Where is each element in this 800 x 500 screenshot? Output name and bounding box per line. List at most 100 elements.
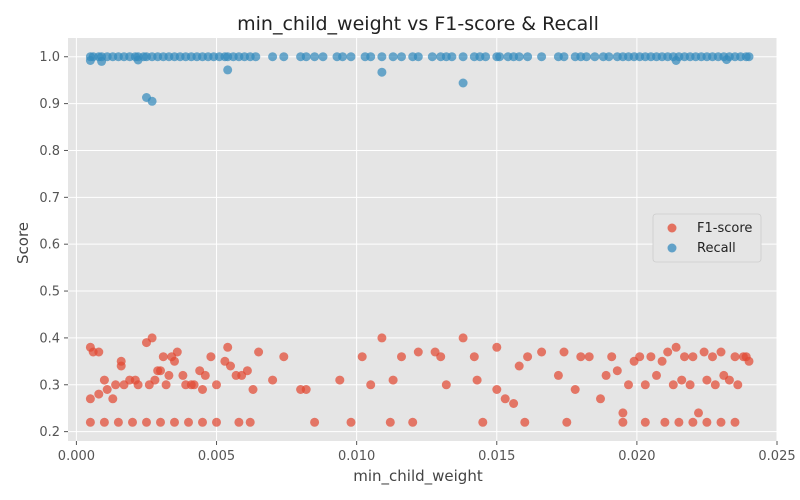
point-recall xyxy=(388,52,398,62)
point-f1-score xyxy=(158,352,168,362)
point-f1-score xyxy=(472,375,482,385)
point-f1-score xyxy=(668,380,678,390)
point-f1-score xyxy=(492,385,502,394)
point-f1-score xyxy=(254,347,264,357)
point-recall xyxy=(514,52,524,62)
point-f1-score xyxy=(268,375,278,385)
point-recall xyxy=(133,55,143,65)
point-f1-score xyxy=(116,356,126,366)
point-f1-score xyxy=(242,366,252,376)
point-f1-score xyxy=(388,375,398,385)
point-f1-score xyxy=(161,380,171,390)
point-recall xyxy=(722,55,732,65)
point-recall xyxy=(413,52,423,62)
legend-label-recall: Recall xyxy=(697,241,736,256)
point-recall xyxy=(581,52,591,62)
point-f1-score xyxy=(730,417,740,427)
x-tick-label: 0.010 xyxy=(338,449,375,464)
point-recall xyxy=(279,52,289,62)
grid-lines xyxy=(68,38,778,441)
point-f1-score xyxy=(99,375,109,385)
point-f1-score xyxy=(377,333,387,343)
point-recall xyxy=(251,52,261,62)
point-recall xyxy=(559,52,569,62)
point-f1-score xyxy=(226,361,235,371)
point-f1-score xyxy=(189,380,199,390)
point-f1-score xyxy=(156,366,165,376)
point-recall xyxy=(537,52,547,62)
x-tick-label: 0.005 xyxy=(198,449,235,464)
y-tick-label: 1.0 xyxy=(39,50,60,65)
point-f1-score xyxy=(94,347,104,357)
point-recall xyxy=(301,52,311,62)
point-f1-score xyxy=(385,417,395,427)
point-f1-score xyxy=(436,352,446,362)
point-f1-score xyxy=(198,385,207,394)
x-tick-label: 0.020 xyxy=(618,449,655,464)
point-f1-score xyxy=(397,352,406,362)
point-f1-score xyxy=(133,380,143,390)
point-f1-score xyxy=(685,380,695,390)
point-f1-score xyxy=(85,417,95,427)
point-f1-score xyxy=(635,352,645,362)
point-f1-score xyxy=(301,385,311,394)
x-axis-ticks: 0.000 0.005 0.010 0.015 0.020 0.025 xyxy=(58,441,796,464)
point-recall xyxy=(85,56,95,65)
point-f1-score xyxy=(366,380,376,390)
point-f1-score xyxy=(646,352,656,362)
point-recall xyxy=(447,52,457,62)
series-recall xyxy=(85,52,754,106)
point-f1-score xyxy=(618,417,628,427)
point-f1-score xyxy=(640,417,650,427)
point-f1-score xyxy=(200,370,210,380)
point-recall xyxy=(377,52,387,62)
point-f1-score xyxy=(245,417,255,427)
point-recall xyxy=(397,52,406,62)
point-f1-score xyxy=(702,375,712,385)
point-f1-score xyxy=(537,347,547,357)
y-tick-label: 0.3 xyxy=(39,378,60,393)
x-tick-label: 0.000 xyxy=(58,449,95,464)
point-f1-score xyxy=(212,417,221,427)
point-f1-score xyxy=(733,380,743,390)
point-f1-score xyxy=(335,375,345,385)
point-f1-score xyxy=(357,352,367,362)
point-f1-score xyxy=(688,417,698,427)
point-f1-score xyxy=(601,370,611,380)
point-f1-score xyxy=(710,380,720,390)
point-f1-score xyxy=(612,366,622,376)
point-f1-score xyxy=(413,347,423,357)
point-f1-score xyxy=(576,352,586,362)
point-f1-score xyxy=(408,417,418,427)
point-f1-score xyxy=(677,375,687,385)
point-f1-score xyxy=(660,417,670,427)
point-recall xyxy=(318,52,328,62)
point-f1-score xyxy=(206,352,216,362)
point-f1-score xyxy=(102,385,112,394)
point-f1-score xyxy=(478,417,488,427)
point-f1-score xyxy=(744,356,754,366)
point-f1-score xyxy=(523,352,533,362)
point-recall xyxy=(495,52,505,62)
point-f1-score xyxy=(150,375,160,385)
point-f1-score xyxy=(562,417,572,427)
point-f1-score xyxy=(441,380,451,390)
y-tick-label: 0.5 xyxy=(39,285,60,300)
point-f1-score xyxy=(640,380,650,390)
legend-label-f1-score: F1-score xyxy=(697,221,752,236)
point-f1-score xyxy=(234,417,244,427)
point-f1-score xyxy=(147,333,157,343)
x-tick-label: 0.015 xyxy=(478,449,515,464)
legend-marker-recall xyxy=(667,243,677,253)
series-f1-score xyxy=(85,333,754,427)
point-recall xyxy=(604,52,614,62)
point-f1-score xyxy=(198,417,207,427)
point-f1-score xyxy=(108,394,118,404)
point-f1-score xyxy=(279,352,289,362)
point-f1-score xyxy=(607,352,617,362)
point-f1-score xyxy=(164,370,174,380)
point-f1-score xyxy=(509,399,519,408)
point-f1-score xyxy=(172,347,182,357)
point-f1-score xyxy=(514,361,524,371)
point-f1-score xyxy=(708,352,717,362)
